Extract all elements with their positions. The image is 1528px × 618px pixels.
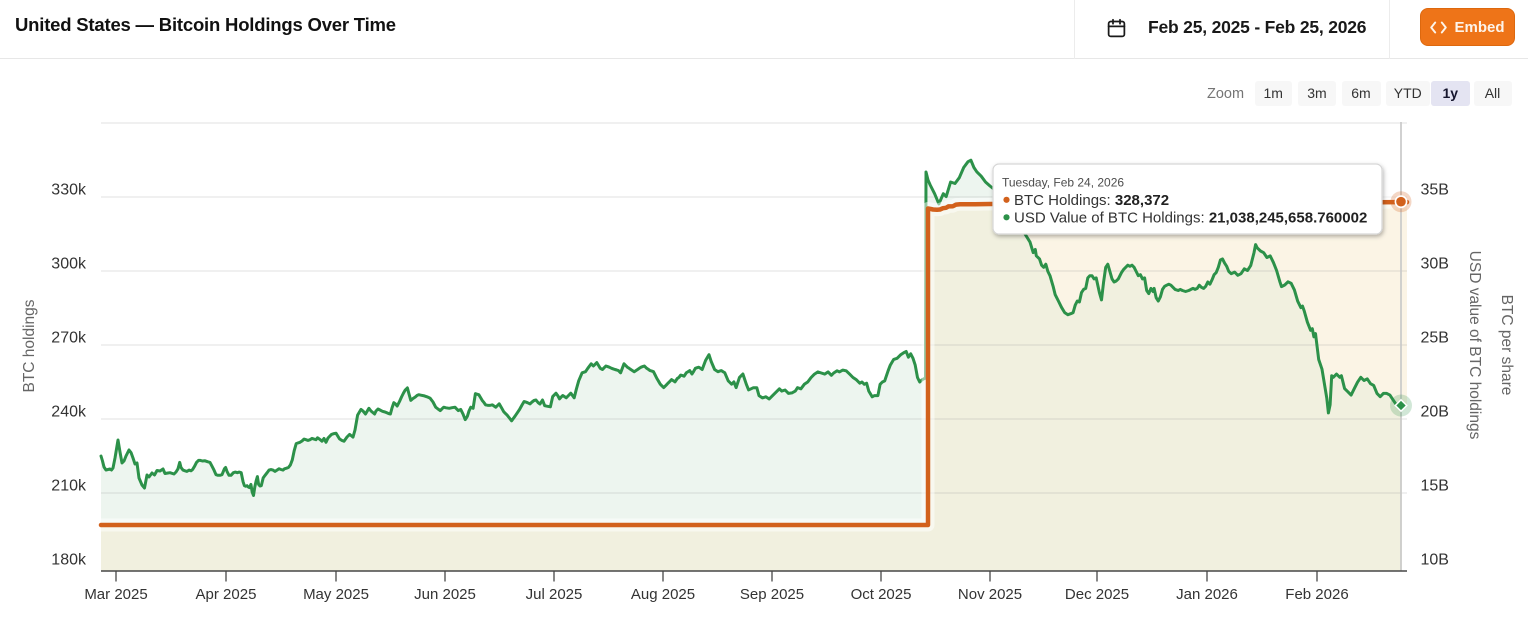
svg-text:25B: 25B (1421, 330, 1449, 347)
svg-text:Feb 2026: Feb 2026 (1285, 586, 1348, 603)
svg-text:Sep 2025: Sep 2025 (740, 586, 804, 603)
svg-text:USD Value of BTC Holdings: 21,: USD Value of BTC Holdings: 21,038,245,65… (1014, 209, 1367, 226)
svg-text:Nov 2025: Nov 2025 (958, 586, 1022, 603)
svg-text:Dec 2025: Dec 2025 (1065, 586, 1129, 603)
svg-text:240k: 240k (51, 404, 87, 421)
svg-text:BTC per share: BTC per share (1498, 295, 1515, 396)
svg-text:35B: 35B (1421, 182, 1449, 199)
svg-text:Jun 2025: Jun 2025 (414, 586, 476, 603)
svg-text:20B: 20B (1421, 404, 1449, 421)
svg-text:270k: 270k (51, 330, 87, 347)
svg-text:BTC Holdings: 328,372: BTC Holdings: 328,372 (1014, 192, 1169, 209)
svg-text:10B: 10B (1421, 552, 1449, 569)
svg-text:180k: 180k (51, 552, 87, 569)
svg-text:Jan 2026: Jan 2026 (1176, 586, 1238, 603)
svg-text:210k: 210k (51, 478, 87, 495)
svg-text:330k: 330k (51, 182, 87, 199)
svg-text:Tuesday, Feb 24, 2026: Tuesday, Feb 24, 2026 (1002, 176, 1124, 190)
svg-text:Mar 2025: Mar 2025 (84, 586, 147, 603)
svg-text:Jul 2025: Jul 2025 (526, 586, 583, 603)
svg-text:300k: 300k (51, 256, 87, 273)
svg-text:May 2025: May 2025 (303, 586, 369, 603)
svg-text:BTC holdings: BTC holdings (21, 299, 38, 392)
svg-text:USD value of BTC holdings: USD value of BTC holdings (1466, 251, 1483, 440)
svg-text:15B: 15B (1421, 478, 1449, 495)
svg-text:30B: 30B (1421, 256, 1449, 273)
svg-text:Oct 2025: Oct 2025 (851, 586, 912, 603)
svg-text:Apr 2025: Apr 2025 (196, 586, 257, 603)
svg-text:Aug 2025: Aug 2025 (631, 586, 695, 603)
